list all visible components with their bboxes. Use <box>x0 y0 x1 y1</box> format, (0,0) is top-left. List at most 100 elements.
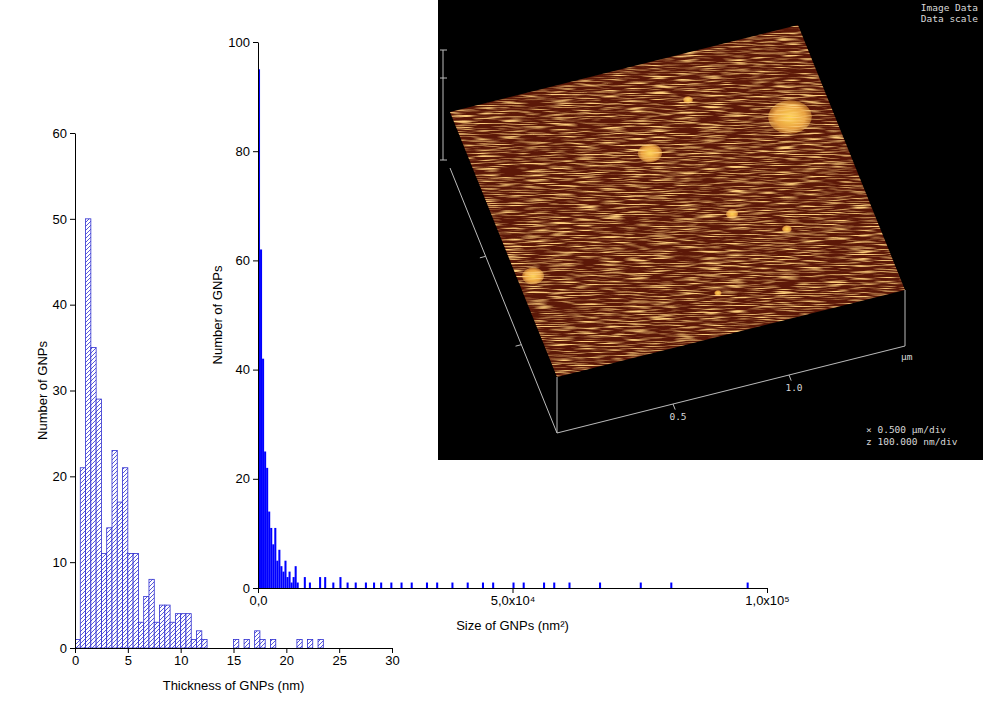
bar <box>355 583 357 588</box>
tick-mark <box>70 648 75 649</box>
bar <box>181 614 186 648</box>
tick-label: 5 <box>125 653 132 668</box>
bar <box>286 648 291 649</box>
tick-label: 10 <box>53 555 67 570</box>
bar <box>451 583 453 588</box>
surface-plane <box>450 25 905 377</box>
bar <box>170 622 175 648</box>
bar <box>96 399 101 648</box>
bar <box>428 588 436 589</box>
bar <box>270 528 272 588</box>
tick-mark <box>253 260 258 261</box>
tick-label: 0 <box>243 581 250 596</box>
tick: 30 <box>385 648 399 668</box>
bar <box>642 588 671 589</box>
tick: 30 <box>53 383 75 398</box>
bar <box>191 639 196 648</box>
bar <box>218 648 223 649</box>
bar <box>223 648 228 649</box>
tick-label: 1,0x10⁵ <box>745 593 789 608</box>
tick-label: 25 <box>332 653 346 668</box>
bar <box>255 631 260 648</box>
tick-label: 30 <box>53 383 67 398</box>
bar <box>672 588 746 589</box>
bar <box>297 583 299 588</box>
tick: 50 <box>53 211 75 226</box>
bar <box>287 577 289 588</box>
bar <box>299 588 304 589</box>
bar <box>332 583 334 588</box>
tick: 40 <box>53 297 75 312</box>
bar <box>175 614 180 648</box>
bar <box>382 588 390 589</box>
bar <box>492 583 494 588</box>
x-axis: 051015202530 <box>72 648 400 668</box>
bar <box>380 583 382 588</box>
bar <box>309 583 311 588</box>
bar <box>281 648 286 649</box>
bar <box>149 579 154 648</box>
tick-mark <box>253 151 258 152</box>
bar <box>747 583 749 588</box>
bar <box>228 648 233 649</box>
bar <box>244 639 249 648</box>
tick-mark <box>253 479 258 480</box>
bar <box>334 588 339 589</box>
bar <box>86 219 91 648</box>
tick: 60 <box>236 253 258 268</box>
bar <box>260 249 262 588</box>
bar <box>234 639 239 648</box>
image-background <box>438 0 983 460</box>
bar <box>494 588 512 589</box>
y-axis: 0102030405060 <box>53 126 76 656</box>
bar <box>128 554 133 648</box>
afm-image-panel: 0.51.0μmImage DataData scale× 0.500 μm/d… <box>438 0 983 460</box>
tick: 20 <box>236 471 258 486</box>
bar <box>307 639 312 648</box>
bar <box>390 583 392 588</box>
bar <box>292 648 297 649</box>
bar <box>133 554 138 648</box>
tick-label: 80 <box>236 144 250 159</box>
bar <box>266 468 268 588</box>
tick: 100 <box>228 35 258 50</box>
annotation: Image Data <box>921 2 978 13</box>
bar <box>154 622 159 648</box>
bar <box>306 588 309 589</box>
bar <box>411 583 413 588</box>
bar <box>311 588 319 589</box>
bar <box>264 452 266 589</box>
y-axis: 020406080100 <box>228 35 258 596</box>
bar <box>186 614 191 648</box>
bar <box>304 577 306 588</box>
bar <box>107 528 112 648</box>
x-axis: 0,05,0x10⁴1,0x10⁵ <box>249 588 789 608</box>
bar <box>262 359 264 588</box>
tick-label: 5,0x10⁴ <box>491 593 536 608</box>
bar <box>302 648 307 649</box>
tick-mark <box>253 42 258 43</box>
bar <box>365 583 367 588</box>
tick-mark <box>70 133 75 134</box>
y-axis-title: Number of GNPs <box>210 265 225 364</box>
bar <box>347 583 349 588</box>
annotation: Data scale <box>921 13 978 24</box>
bar <box>284 561 286 588</box>
tick: 0 <box>72 648 79 668</box>
bar <box>144 597 149 649</box>
bar <box>295 566 297 588</box>
tick: 10 <box>53 555 75 570</box>
bar <box>341 588 346 589</box>
bar <box>453 588 466 589</box>
bar <box>289 572 291 588</box>
bar <box>525 588 543 589</box>
bar <box>318 639 323 648</box>
tick-label: 20 <box>280 653 294 668</box>
bar <box>123 468 128 648</box>
tick-mark <box>253 370 258 371</box>
tick-mark <box>673 404 675 410</box>
bar <box>291 583 293 588</box>
tick: 15 <box>227 648 241 668</box>
bar <box>482 583 484 588</box>
bar <box>280 566 282 588</box>
